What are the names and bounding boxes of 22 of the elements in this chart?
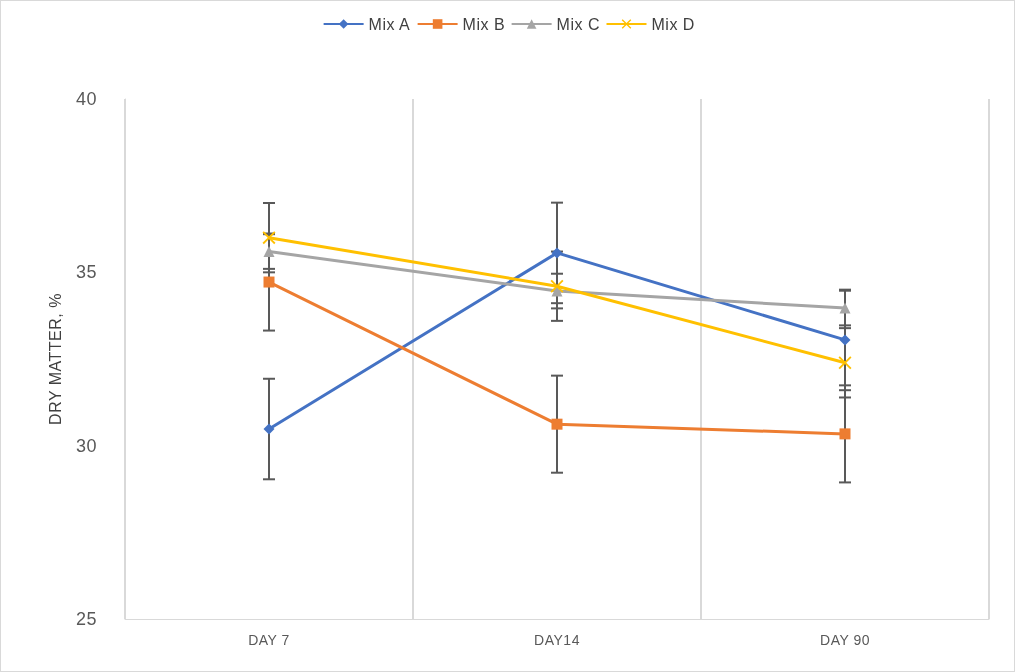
point: [839, 334, 851, 346]
y-tick-label: 30: [75, 435, 97, 456]
x-tick-label: DAY14: [534, 632, 580, 648]
y-tick-label: 40: [75, 89, 97, 109]
point: [551, 247, 563, 259]
point: [550, 279, 564, 293]
point: [839, 302, 851, 314]
x-tick-label: DAY 7: [248, 632, 290, 648]
point: [551, 418, 563, 430]
point: [838, 356, 852, 370]
point: [263, 423, 275, 435]
y-axis-title: DRY MATTER, %: [46, 293, 64, 425]
y-tick-label: 35: [75, 262, 97, 283]
legend-label: Mix C: [556, 15, 601, 33]
legend-label: Mix B: [462, 15, 506, 33]
x-tick-label: DAY 90: [820, 632, 870, 648]
legend-label: Mix A: [368, 15, 411, 33]
y-tick-label: 25: [75, 609, 97, 629]
legend-label: Mix D: [651, 15, 695, 33]
point: [263, 276, 275, 288]
point: [263, 246, 275, 258]
point: [839, 428, 851, 440]
